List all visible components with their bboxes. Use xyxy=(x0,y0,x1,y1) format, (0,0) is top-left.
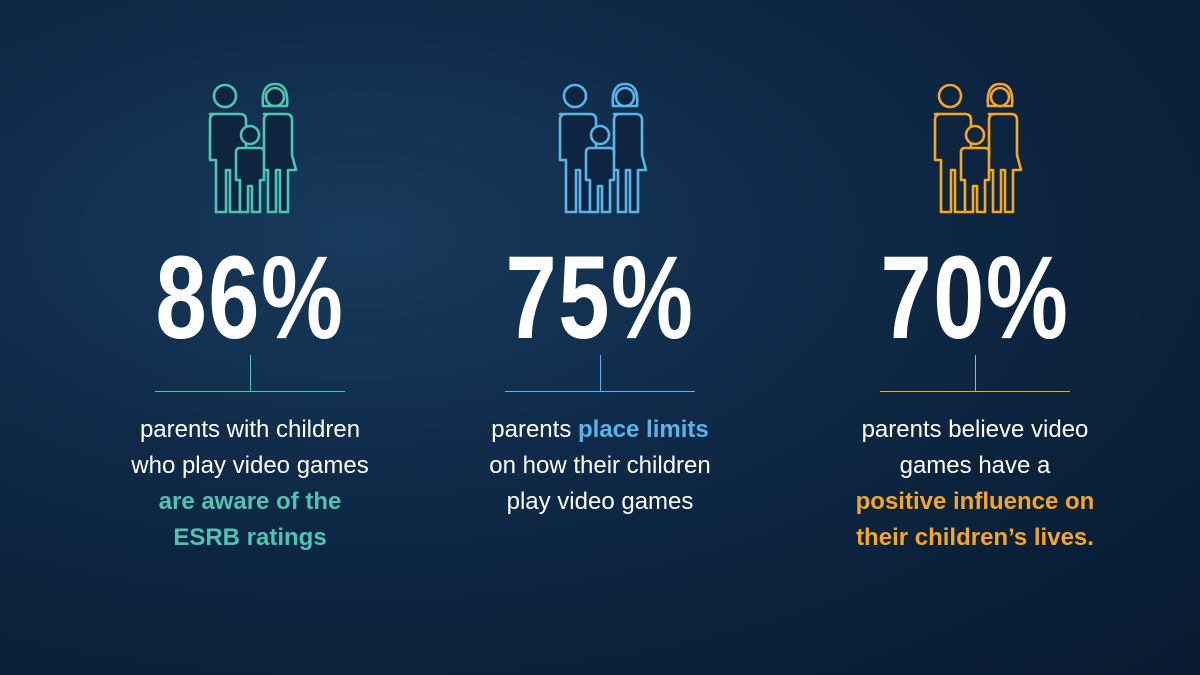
divider xyxy=(505,391,695,392)
stat-description: parents with children who play video gam… xyxy=(130,412,370,556)
man-head xyxy=(212,83,238,109)
body-text: parents xyxy=(491,416,572,443)
stat-description: parents believe video games have a posit… xyxy=(855,412,1095,556)
family-icon xyxy=(558,82,648,214)
child-head xyxy=(239,124,261,146)
body-text: parents with children who play video gam… xyxy=(131,416,369,479)
highlight-text: place limits xyxy=(578,416,709,443)
child-body xyxy=(959,146,991,214)
body-text: on how their children play video games xyxy=(489,452,711,515)
highlight-text: positive influence on their children’s l… xyxy=(855,488,1095,551)
man-body xyxy=(208,112,248,214)
woman-body xyxy=(608,112,648,214)
stat-column: 86% parents with children who play video … xyxy=(90,0,410,675)
woman-body xyxy=(258,112,298,214)
stat-description: parents place limits on how their childr… xyxy=(480,412,720,520)
woman-head xyxy=(614,86,636,108)
child-head xyxy=(589,124,611,146)
child-head xyxy=(964,124,986,146)
man-body xyxy=(933,112,973,214)
divider xyxy=(880,391,1070,392)
divider-tick xyxy=(975,355,976,391)
stat-column: 70% parents believe video games have a po… xyxy=(815,0,1135,675)
divider-tick xyxy=(250,355,251,391)
stat-value: 70% xyxy=(880,232,1070,364)
child-body xyxy=(234,146,266,214)
man-head xyxy=(937,83,963,109)
body-text: parents believe video games have a xyxy=(861,416,1089,479)
stat-value: 86% xyxy=(155,232,345,364)
man-head xyxy=(562,83,588,109)
woman-head xyxy=(264,86,286,108)
stat-column: 75% parents place limits on how their chi… xyxy=(440,0,760,675)
family-icon xyxy=(933,82,1023,214)
highlight-text: are aware of the ESRB ratings xyxy=(158,488,342,551)
family-icon xyxy=(208,82,298,214)
man-body xyxy=(558,112,598,214)
woman-head xyxy=(989,86,1011,108)
child-body xyxy=(584,146,616,214)
woman-body xyxy=(983,112,1023,214)
divider-tick xyxy=(600,355,601,391)
stat-value: 75% xyxy=(505,232,695,364)
divider xyxy=(155,391,345,392)
